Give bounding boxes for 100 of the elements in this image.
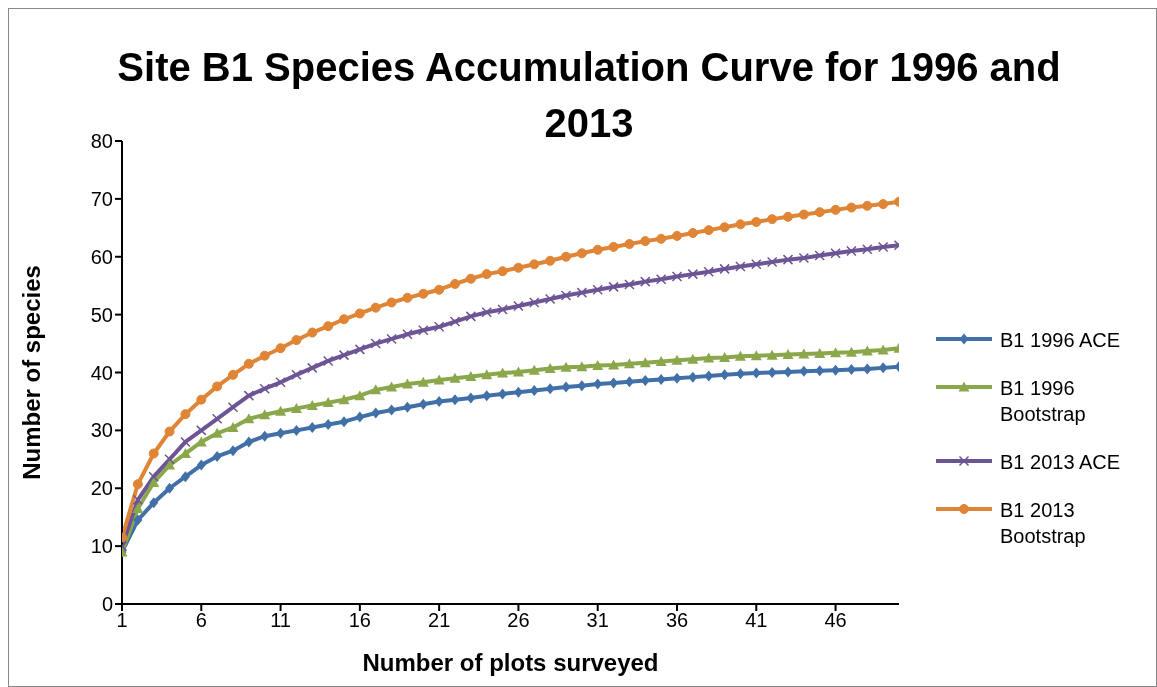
point (338, 394, 350, 405)
point (544, 293, 556, 305)
point (735, 219, 746, 230)
point (719, 222, 730, 233)
x-tick-label: 6 (195, 609, 207, 632)
point (307, 327, 318, 338)
point (386, 297, 397, 308)
y-tick-label: 70 (90, 187, 113, 210)
point (481, 369, 493, 380)
point (338, 349, 350, 361)
point (132, 479, 143, 490)
point (386, 381, 398, 392)
point (862, 200, 873, 211)
point (370, 384, 382, 395)
point (306, 399, 318, 410)
point (433, 321, 445, 333)
point (877, 241, 889, 253)
point (719, 351, 731, 362)
point (243, 390, 255, 401)
x-tick-label: 16 (348, 609, 371, 632)
point (687, 268, 699, 280)
point (370, 302, 381, 313)
point (196, 459, 206, 471)
point (165, 482, 175, 494)
y-tick-label: 0 (101, 593, 113, 616)
point (782, 349, 794, 360)
point (576, 361, 588, 372)
point (291, 335, 302, 346)
point (481, 307, 492, 318)
point (655, 274, 667, 285)
point (290, 402, 302, 413)
point (497, 266, 508, 277)
point (656, 233, 667, 244)
point (639, 357, 651, 368)
point (433, 374, 445, 385)
point (688, 371, 698, 383)
point (339, 416, 349, 428)
point (687, 353, 699, 364)
x-tick-label: 46 (824, 609, 847, 632)
x-tick-label: 36 (665, 609, 689, 632)
x-tick-label: 26 (507, 609, 530, 632)
point (830, 248, 841, 259)
point (735, 261, 746, 272)
point (576, 248, 587, 259)
y-tick-label: 50 (90, 303, 113, 326)
point (592, 284, 603, 295)
point (164, 459, 176, 470)
point (767, 214, 778, 225)
point (243, 413, 255, 424)
point (354, 344, 366, 355)
point (672, 230, 682, 241)
point (783, 366, 793, 378)
point (228, 369, 238, 380)
point (307, 421, 317, 433)
point (228, 445, 238, 457)
point (878, 199, 889, 210)
point (196, 394, 207, 405)
point (576, 287, 588, 298)
point (497, 304, 508, 315)
point (418, 288, 429, 299)
point (276, 427, 286, 439)
point (449, 316, 461, 327)
point (561, 381, 571, 393)
point (291, 424, 301, 436)
point (450, 278, 460, 289)
point (561, 251, 571, 262)
point (291, 369, 302, 381)
point (624, 239, 635, 250)
y-tick-label: 60 (90, 245, 113, 268)
point (592, 360, 604, 371)
point (608, 241, 619, 252)
point (545, 255, 556, 266)
point (465, 371, 477, 382)
point (529, 297, 540, 308)
point (798, 209, 809, 220)
point (259, 409, 271, 420)
chart-title: Site B1 Species Accumulation Curve for 1996 and 2013 (117, 45, 1061, 145)
legend-label: B1 1996 Bootstrap (1000, 376, 1087, 427)
point (751, 259, 762, 270)
point (466, 392, 476, 404)
point (212, 381, 223, 392)
y-tick-label: 10 (90, 535, 113, 558)
point (322, 397, 334, 408)
point (370, 338, 381, 349)
point (244, 436, 254, 448)
point (212, 450, 222, 462)
x-tick-label: 1 (116, 609, 128, 632)
point (560, 290, 572, 301)
point (307, 362, 318, 374)
point (180, 471, 190, 483)
point (750, 350, 762, 361)
point (417, 376, 429, 387)
point (751, 217, 762, 228)
x-tick-label: 21 (428, 609, 451, 632)
point (671, 354, 683, 365)
point (734, 350, 746, 361)
point (861, 345, 873, 356)
x-axis-title: Number of plots surveyed (362, 649, 659, 676)
point (148, 471, 159, 482)
point (703, 225, 714, 236)
